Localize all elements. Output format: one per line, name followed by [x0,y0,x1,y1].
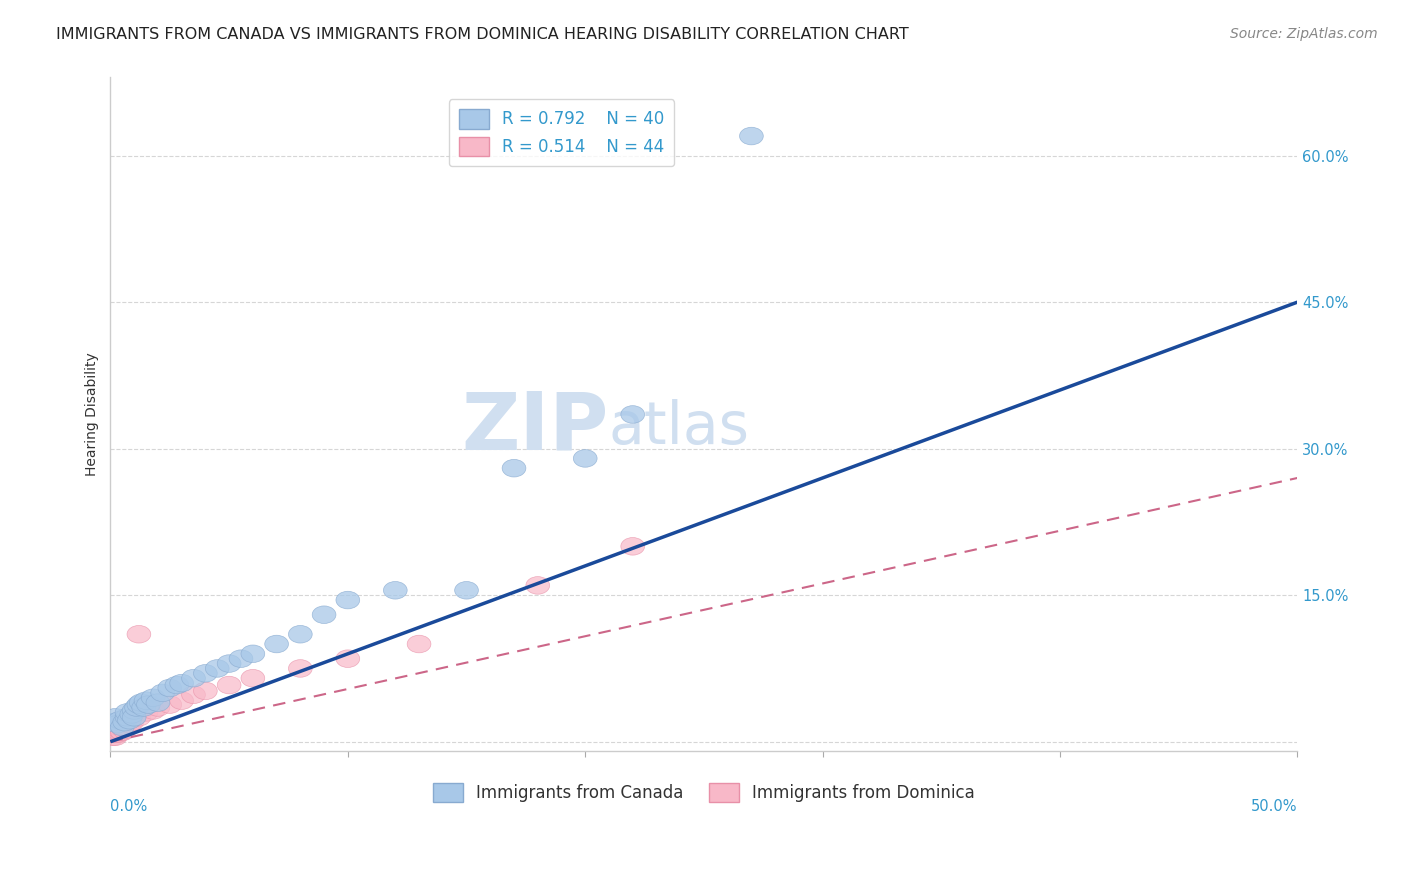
Ellipse shape [621,538,644,555]
Ellipse shape [170,674,194,692]
Ellipse shape [108,712,132,729]
Ellipse shape [111,714,134,731]
Ellipse shape [103,718,127,736]
Ellipse shape [112,714,136,731]
Ellipse shape [111,723,134,740]
Ellipse shape [264,635,288,653]
Text: Source: ZipAtlas.com: Source: ZipAtlas.com [1230,27,1378,41]
Text: 50.0%: 50.0% [1251,798,1298,814]
Ellipse shape [194,665,218,682]
Ellipse shape [574,450,598,467]
Ellipse shape [502,459,526,477]
Ellipse shape [105,718,129,736]
Ellipse shape [170,692,194,709]
Ellipse shape [157,696,181,714]
Ellipse shape [122,702,146,719]
Ellipse shape [229,650,253,667]
Ellipse shape [165,676,188,694]
Ellipse shape [101,725,125,743]
Ellipse shape [205,660,229,677]
Ellipse shape [105,715,129,733]
Ellipse shape [120,714,143,731]
Ellipse shape [141,702,165,719]
Ellipse shape [122,708,146,726]
Ellipse shape [103,722,127,739]
Ellipse shape [125,698,149,716]
Ellipse shape [111,718,134,736]
Ellipse shape [103,725,127,743]
Ellipse shape [134,704,157,722]
Text: atlas: atlas [609,400,749,457]
Ellipse shape [127,708,150,726]
Ellipse shape [288,660,312,677]
Ellipse shape [218,676,240,694]
Ellipse shape [127,696,150,714]
Ellipse shape [108,714,132,731]
Ellipse shape [240,669,264,687]
Ellipse shape [408,635,430,653]
Legend: Immigrants from Canada, Immigrants from Dominica: Immigrants from Canada, Immigrants from … [425,774,983,811]
Ellipse shape [118,715,141,733]
Ellipse shape [181,669,205,687]
Ellipse shape [111,715,134,733]
Ellipse shape [526,576,550,594]
Ellipse shape [115,718,139,736]
Ellipse shape [122,708,146,726]
Ellipse shape [240,645,264,663]
Ellipse shape [129,694,153,712]
Text: IMMIGRANTS FROM CANADA VS IMMIGRANTS FROM DOMINICA HEARING DISABILITY CORRELATIO: IMMIGRANTS FROM CANADA VS IMMIGRANTS FRO… [56,27,910,42]
Ellipse shape [384,582,408,599]
Ellipse shape [134,692,157,709]
Ellipse shape [218,655,240,673]
Ellipse shape [150,684,174,702]
Ellipse shape [120,706,143,723]
Ellipse shape [108,722,132,739]
Ellipse shape [101,728,125,746]
Text: 0.0%: 0.0% [111,798,148,814]
Ellipse shape [136,696,160,714]
Ellipse shape [112,718,136,736]
Ellipse shape [112,722,136,739]
Ellipse shape [108,718,132,736]
Ellipse shape [115,704,139,722]
Ellipse shape [118,712,141,729]
Ellipse shape [115,714,139,731]
Ellipse shape [194,682,218,699]
Ellipse shape [105,725,129,743]
Ellipse shape [454,582,478,599]
Ellipse shape [115,708,139,726]
Text: ZIP: ZIP [461,389,609,467]
Ellipse shape [146,694,170,712]
Ellipse shape [105,723,129,740]
Ellipse shape [118,712,141,729]
Ellipse shape [157,679,181,697]
Y-axis label: Hearing Disability: Hearing Disability [86,352,100,476]
Ellipse shape [103,708,127,726]
Ellipse shape [127,625,150,643]
Ellipse shape [101,723,125,740]
Ellipse shape [132,698,156,716]
Ellipse shape [108,723,132,740]
Ellipse shape [621,406,644,423]
Ellipse shape [111,718,134,736]
Ellipse shape [336,591,360,609]
Ellipse shape [288,625,312,643]
Ellipse shape [112,715,136,733]
Ellipse shape [105,715,129,733]
Ellipse shape [336,650,360,667]
Ellipse shape [146,698,170,716]
Ellipse shape [103,728,127,746]
Ellipse shape [141,689,165,706]
Ellipse shape [101,714,125,731]
Ellipse shape [181,686,205,704]
Ellipse shape [312,606,336,624]
Ellipse shape [740,128,763,145]
